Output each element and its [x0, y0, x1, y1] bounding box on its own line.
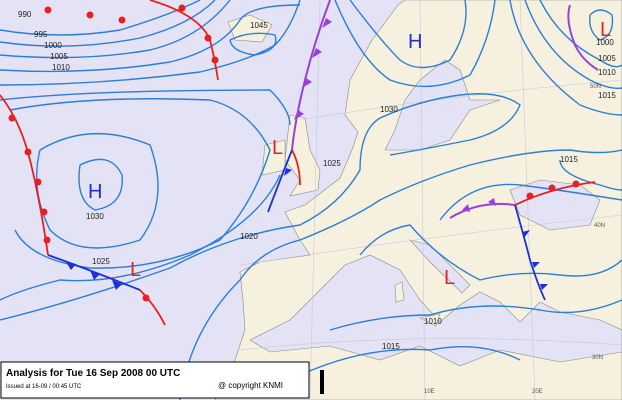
isobar-label: 1010 — [52, 63, 70, 72]
isobar-label: 1025 — [323, 159, 341, 168]
copyright: @ copyright KNMI — [218, 381, 283, 390]
isobar-label: 1015 — [382, 342, 400, 351]
isobar-label: 1005 — [50, 52, 68, 61]
low-center: L — [130, 259, 141, 281]
high-center: H — [408, 31, 422, 53]
isobar-label: 1030 — [380, 105, 398, 114]
low-center: L — [444, 267, 455, 289]
grid-label: 50N — [590, 84, 601, 90]
isobar-label: 1030 — [86, 212, 104, 221]
isobar-label: 1045 — [250, 21, 268, 30]
isobar-label: 990 — [18, 10, 32, 19]
isobar-label: 1020 — [240, 232, 258, 241]
fronts — [0, 0, 599, 326]
isobar-label: 1010 — [424, 317, 442, 326]
low-center: L — [600, 19, 611, 41]
isobar-label: 1010 — [598, 68, 616, 77]
pressure-centers: H H L L L L — [88, 19, 611, 289]
high-center: H — [88, 181, 102, 203]
isobar-label: 1005 — [598, 54, 616, 63]
low-center: L — [272, 137, 283, 159]
isobar-label: 995 — [34, 30, 48, 39]
title: Analysis for Tue 16 Sep 2008 00 UTC — [6, 368, 180, 379]
isobar-label: 1015 — [598, 91, 616, 100]
grid-label: 10E — [424, 389, 435, 395]
grid-label: 20E — [532, 389, 543, 395]
isobar-label: 1015 — [560, 155, 578, 164]
footer: Analysis for Tue 16 Sep 2008 00 UTC Issu… — [0, 361, 324, 399]
isobar-labels: 990 995 1000 1005 1010 1045 1030 1025 10… — [18, 10, 616, 351]
issued: Issued at 16-09 / 00:45 UTC — [6, 384, 82, 390]
grid-label: 40N — [594, 223, 605, 229]
grid-label: 30N — [592, 355, 603, 361]
grid-labels: 50N 40N 30N 10E 20E — [424, 84, 605, 395]
isobar-label: 1025 — [92, 257, 110, 266]
isobar-label: 1000 — [596, 38, 614, 47]
isobar-label: 1000 — [44, 41, 62, 50]
